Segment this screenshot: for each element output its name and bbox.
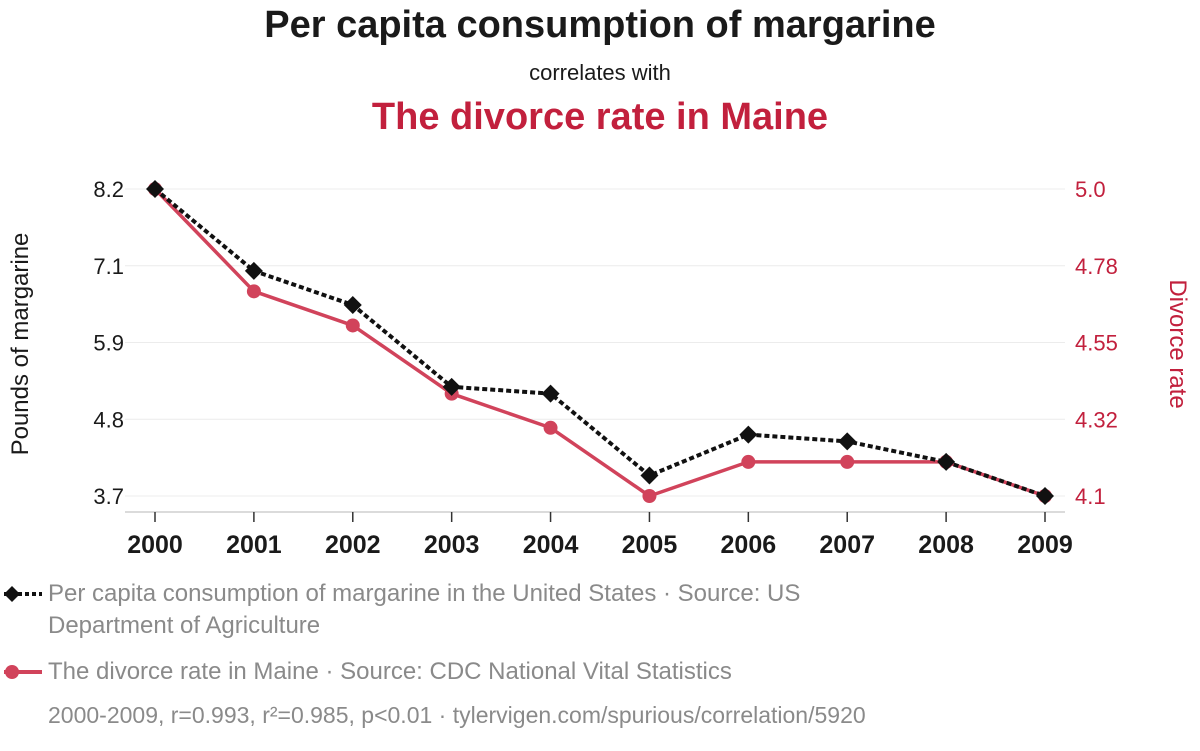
legend-marker-divorce — [4, 665, 42, 679]
x-tick-label: 2005 — [622, 531, 678, 559]
y-tick-label-left: 8.2 — [93, 177, 124, 202]
x-ticks: 2000 2001 2002 2003 2004 2005 2006 2007 2008 2009 — [127, 512, 1073, 559]
x-tick-label: 2002 — [325, 531, 381, 559]
y-tick-label-right: 4.32 — [1075, 407, 1118, 432]
data-point-margarine — [541, 384, 560, 403]
data-point-divorce — [642, 489, 657, 503]
data-point-margarine — [937, 452, 956, 471]
footer-stats: 2000-2009, r=0.993, r²=0.985, p<0.01 · t… — [48, 702, 866, 728]
y-axis-label-left: Pounds of margarine — [7, 233, 34, 456]
legend-label-margarine-cont: Department of Agriculture — [48, 612, 321, 639]
y-tick-label-right: 4.1 — [1075, 484, 1106, 509]
chart-secondary-title: The divorce rate in Maine — [371, 96, 829, 138]
legend-label-margarine: Per capita consumption of margarine in t… — [48, 580, 801, 607]
y-ticks-right: 5.0 4.78 4.55 4.32 4.1 — [1075, 177, 1118, 509]
y-tick-label-left: 7.1 — [93, 254, 124, 279]
chart-title: Per capita consumption of margarine — [264, 4, 936, 46]
x-tick-label: 2003 — [424, 531, 480, 559]
data-point-divorce — [246, 284, 261, 299]
y-tick-label-left: 3.7 — [93, 484, 124, 509]
data-point-margarine — [442, 377, 461, 396]
data-point-margarine — [838, 432, 857, 451]
x-tick-label: 2001 — [226, 531, 282, 559]
data-point-margarine — [640, 466, 659, 485]
data-point-divorce — [543, 420, 558, 435]
data-point-margarine — [739, 425, 758, 444]
series-line-divorce — [153, 187, 1046, 498]
grid-lines — [125, 188, 1065, 497]
series-margarine — [146, 180, 1054, 505]
x-tick-label: 2000 — [127, 531, 183, 559]
x-tick-label: 2004 — [523, 531, 579, 559]
legend-label-divorce: The divorce rate in Maine · Source: CDC … — [48, 658, 732, 685]
data-point-divorce — [345, 318, 360, 333]
y-tick-label-right: 4.55 — [1075, 331, 1118, 356]
y-ticks-left: 8.2 7.1 5.9 4.8 3.7 — [93, 177, 124, 509]
data-point-divorce — [741, 454, 756, 469]
data-point-margarine — [1036, 487, 1054, 505]
x-tick-label: 2008 — [918, 531, 974, 559]
data-point-margarine — [343, 295, 362, 314]
data-point-divorce — [840, 454, 855, 469]
series-line-margarine — [153, 187, 1046, 498]
x-tick-label: 2009 — [1017, 531, 1073, 559]
data-point-margarine — [146, 180, 164, 198]
data-point-margarine — [244, 261, 263, 280]
y-axis-label-right: Divorce rate — [1164, 279, 1191, 408]
y-tick-label-right: 5.0 — [1075, 177, 1106, 202]
y-tick-label-right: 4.78 — [1075, 254, 1118, 279]
legend-marker-margarine — [4, 586, 42, 602]
x-tick-label: 2007 — [819, 531, 875, 559]
chart-connector-text: correlates with — [529, 60, 671, 85]
x-tick-label: 2006 — [721, 531, 777, 559]
y-tick-label-left: 5.9 — [93, 331, 124, 356]
y-tick-label-left: 4.8 — [93, 407, 124, 432]
